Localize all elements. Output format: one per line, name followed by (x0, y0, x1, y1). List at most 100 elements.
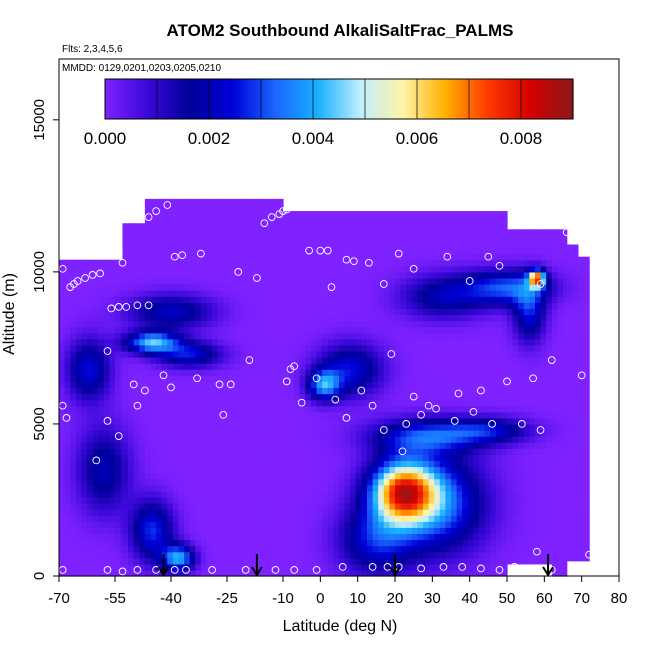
heatmap-cell (133, 539, 140, 547)
heatmap-cell (167, 302, 174, 309)
heatmap-cell (473, 211, 480, 218)
heatmap-cell (178, 241, 185, 249)
heatmap-cell (161, 204, 168, 212)
heatmap-cell (512, 393, 519, 401)
heatmap-cell (400, 381, 407, 389)
heatmap-cell (273, 320, 280, 328)
heatmap-cell (109, 320, 116, 328)
heatmap-cell (228, 363, 236, 370)
heatmap-cell (133, 357, 140, 364)
heatmap-cell (322, 533, 329, 541)
heatmap-cell (184, 265, 191, 273)
heatmap-cell (279, 436, 284, 443)
heatmap-cell (294, 350, 301, 358)
heatmap-cell (456, 454, 463, 462)
heatmap-cell (200, 344, 208, 352)
heatmap-cell (518, 557, 525, 565)
heatmap-cell (490, 436, 497, 443)
heatmap-cell (383, 393, 390, 401)
heatmap-cell (355, 247, 362, 255)
heatmap-cell (206, 423, 213, 431)
heatmap-cell (327, 569, 334, 577)
heatmap-cell (228, 448, 236, 455)
heatmap-cell (294, 265, 301, 273)
heatmap-cell (206, 551, 213, 559)
heatmap-cell (400, 271, 407, 279)
heatmap-cell (473, 344, 480, 352)
heatmap-cell (59, 454, 66, 462)
heatmap-cell (518, 515, 525, 522)
heatmap-cell (144, 314, 152, 322)
heatmap-cell (245, 211, 252, 218)
heatmap-cell (172, 448, 180, 455)
heatmap-cell (327, 563, 334, 571)
heatmap-cell (133, 375, 140, 382)
heatmap-cell (279, 259, 284, 267)
heatmap-cell (316, 320, 323, 328)
heatmap-cell (178, 253, 185, 261)
heatmap-cell (389, 563, 396, 571)
heatmap-cell (344, 563, 351, 571)
heatmap-cell (240, 259, 247, 267)
heatmap-cell (479, 460, 486, 468)
heatmap-cell (395, 551, 402, 559)
heatmap-cell (139, 484, 146, 492)
heatmap-cell (240, 302, 247, 309)
heatmap-cell (523, 557, 530, 565)
heatmap-cell (333, 393, 340, 401)
heatmap-cell (484, 454, 491, 462)
heatmap-cell (122, 363, 129, 370)
heatmap-cell (316, 399, 323, 407)
heatmap-cell (150, 357, 157, 364)
heatmap-cell (439, 363, 446, 370)
heatmap-cell (299, 399, 306, 407)
heatmap-cell (339, 308, 346, 316)
heatmap-cell (70, 332, 77, 340)
heatmap-cell (87, 411, 94, 419)
heatmap-cell (262, 314, 269, 322)
heatmap-cell (327, 466, 334, 474)
heatmap-cell (189, 332, 196, 340)
heatmap-cell (473, 393, 480, 401)
heatmap-cell (109, 472, 116, 480)
heatmap-cell (434, 290, 441, 297)
heatmap-cell (305, 265, 312, 273)
heatmap-cell (518, 296, 525, 303)
heatmap-cell (378, 326, 385, 334)
heatmap-cell (456, 229, 463, 236)
heatmap-cell (240, 363, 247, 370)
heatmap-cell (256, 515, 264, 522)
heatmap-cell (495, 490, 502, 498)
heatmap-cell (501, 229, 508, 236)
heatmap-cell (172, 563, 180, 571)
heatmap-cell (523, 490, 530, 498)
heatmap-cell (439, 375, 446, 382)
heatmap-cell (339, 253, 346, 261)
heatmap-cell (206, 247, 213, 255)
heatmap-cell (279, 430, 284, 437)
heatmap-cell (507, 338, 514, 346)
heatmap-cell (87, 503, 94, 510)
heatmap-cell (372, 478, 379, 486)
heatmap-cell (406, 527, 413, 535)
heatmap-cell (156, 539, 163, 547)
heatmap-cell (518, 533, 525, 541)
heatmap-cell (245, 320, 252, 328)
heatmap-cell (400, 253, 407, 261)
heatmap-cell (344, 478, 351, 486)
heatmap-cell (367, 326, 374, 334)
heatmap-cell (484, 527, 491, 535)
heatmap-cell (150, 490, 157, 498)
heatmap-cell (200, 417, 208, 425)
heatmap-cell (98, 357, 105, 364)
heatmap-cell (411, 265, 418, 273)
heatmap-cell (184, 509, 191, 516)
heatmap-cell (279, 265, 284, 273)
heatmap-cell (228, 308, 236, 316)
heatmap-cell (195, 259, 202, 267)
heatmap-cell (75, 563, 82, 571)
heatmap-cell (473, 417, 480, 425)
heatmap-cell (245, 563, 252, 571)
heatmap-cell (103, 430, 110, 437)
heatmap-cell (184, 472, 191, 480)
